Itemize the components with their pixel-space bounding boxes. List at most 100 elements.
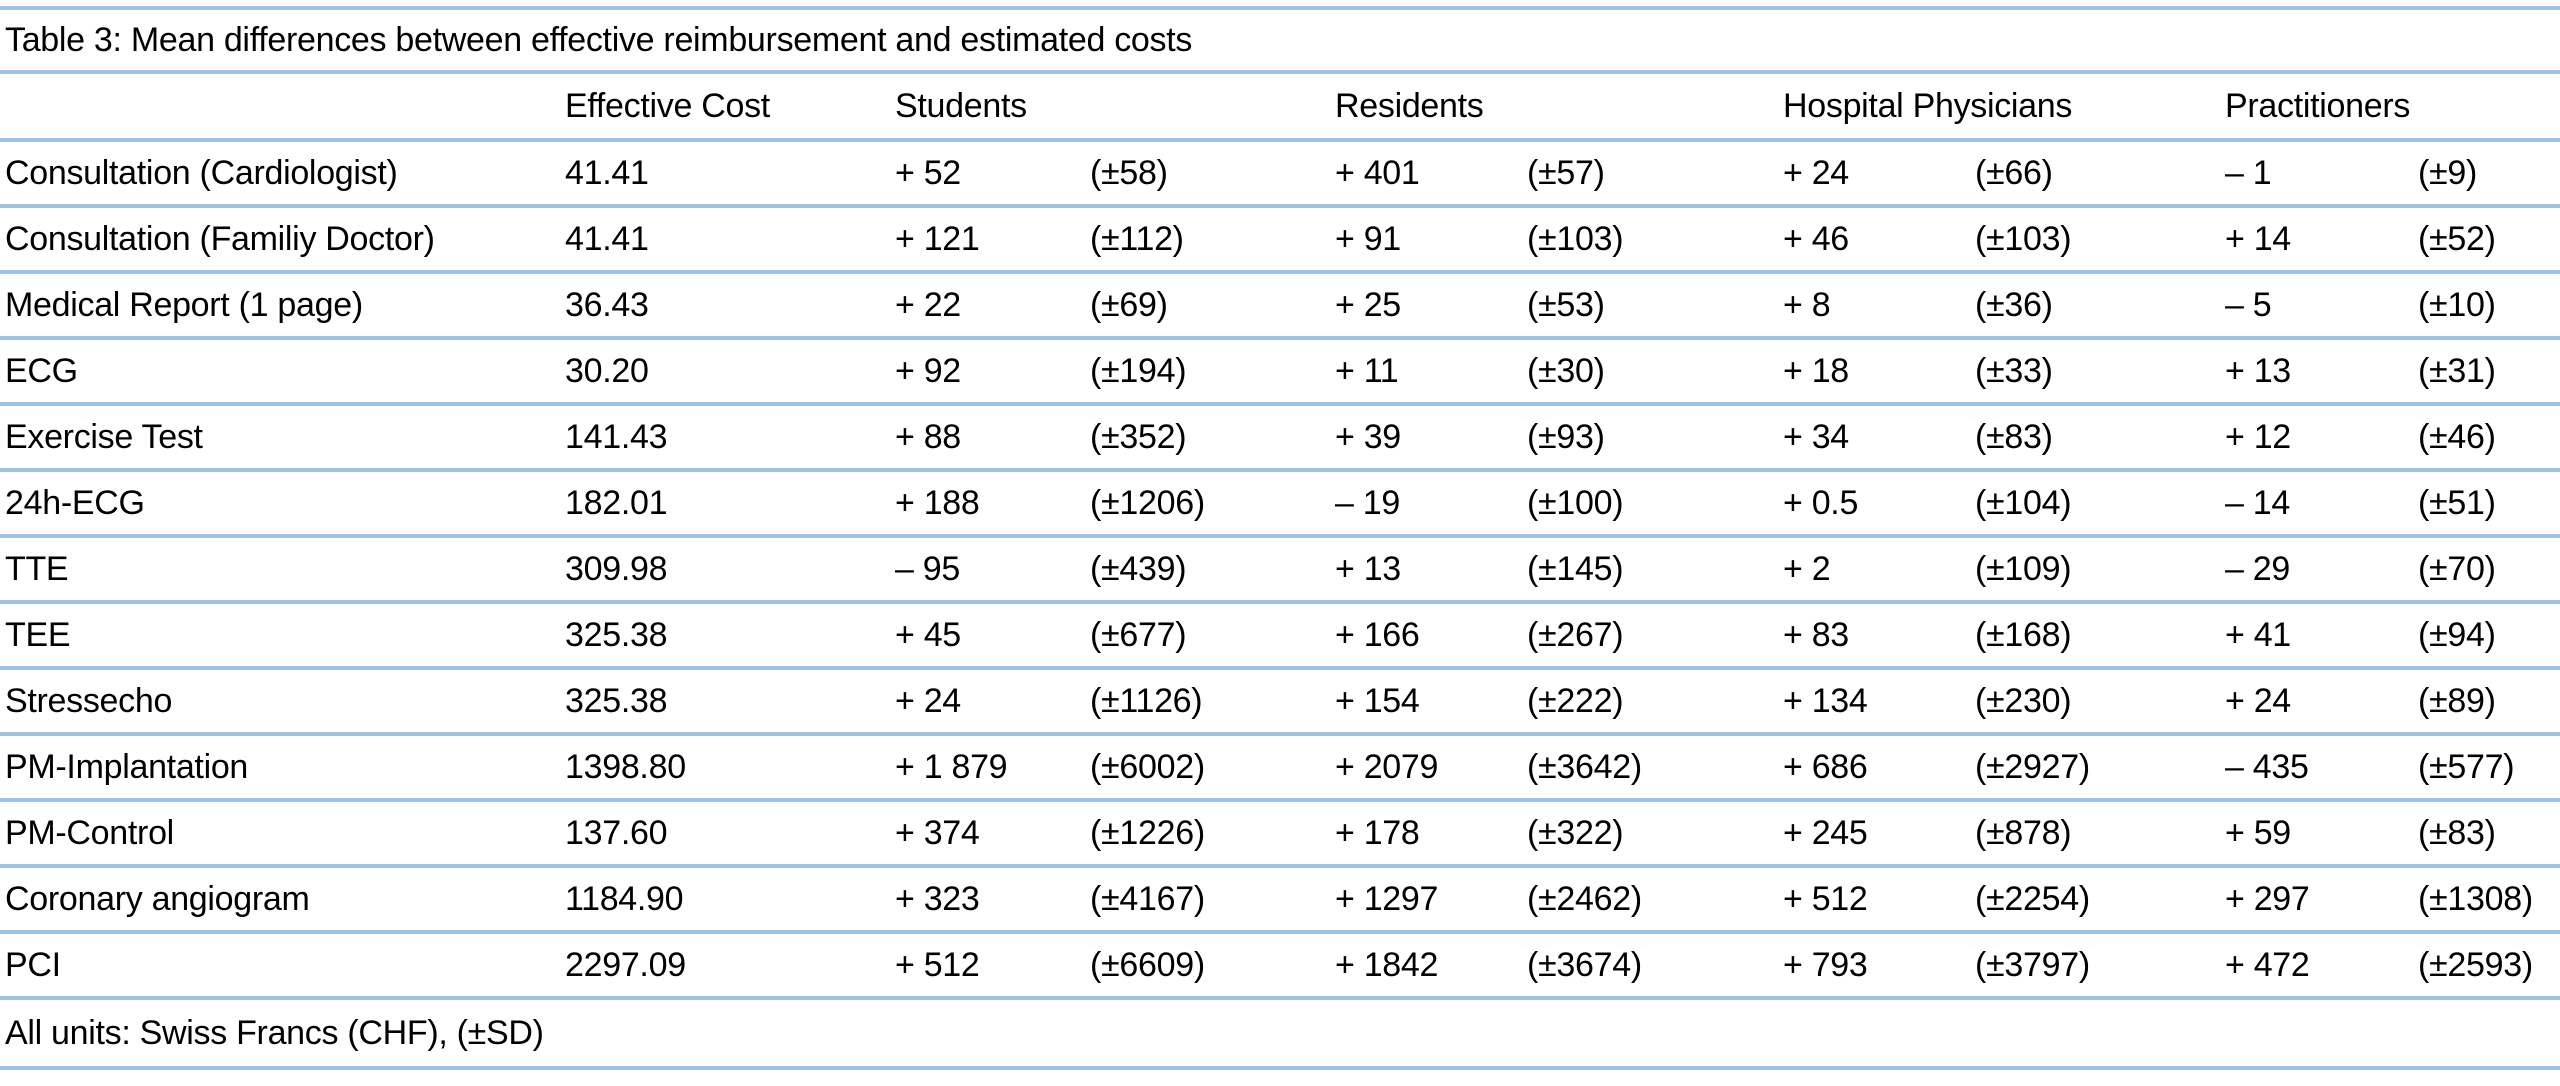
cell-residents-sd: (±145) [1527, 549, 1624, 588]
cell-hospital-sd: (±66) [1975, 153, 2053, 192]
cell-residents-mean: + 91 [1335, 219, 1401, 258]
cell-hospital-sd: (±3797) [1975, 945, 2090, 984]
cell-students-mean: + 92 [895, 351, 961, 390]
cell-hospital-sd: (±103) [1975, 219, 2072, 258]
cell-hospital-mean: + 18 [1783, 351, 1849, 390]
cell-residents-sd: (±57) [1527, 153, 1605, 192]
cell-practitioners-sd: (±2593) [2418, 945, 2533, 984]
cell-students-mean: – 95 [895, 549, 960, 588]
cell-residents-mean: – 19 [1335, 483, 1400, 522]
cell-hospital-sd: (±2254) [1975, 879, 2090, 918]
cell-practitioners-sd: (±83) [2418, 813, 2496, 852]
table-row: Coronary angiogram 1184.90 + 323 (±4167)… [0, 868, 2560, 934]
cell-practitioners-mean: + 472 [2225, 945, 2310, 984]
cell-hospital-mean: + 83 [1783, 615, 1849, 654]
cell-effective-cost: 41.41 [565, 219, 649, 258]
table-row: Medical Report (1 page) 36.43 + 22 (±69)… [0, 274, 2560, 340]
cell-residents-sd: (±222) [1527, 681, 1624, 720]
cell-practitioners-sd: (±31) [2418, 351, 2496, 390]
column-header-residents: Residents [1335, 86, 1484, 125]
row-label: 24h-ECG [5, 483, 145, 522]
cell-practitioners-mean: – 29 [2225, 549, 2290, 588]
table-row: TEE 325.38 + 45 (±677) + 166 (±267) + 83… [0, 604, 2560, 670]
cell-students-sd: (±6002) [1090, 747, 1205, 786]
cell-hospital-mean: + 0.5 [1783, 483, 1859, 522]
column-header-effective-cost: Effective Cost [565, 86, 770, 125]
row-label: TTE [5, 549, 69, 588]
row-label: Medical Report (1 page) [5, 285, 363, 324]
cell-residents-sd: (±2462) [1527, 879, 1642, 918]
cell-practitioners-mean: + 24 [2225, 681, 2291, 720]
cell-students-sd: (±439) [1090, 549, 1187, 588]
cell-practitioners-mean: + 297 [2225, 879, 2310, 918]
table-row: PM-Control 137.60 + 374 (±1226) + 178 (±… [0, 802, 2560, 868]
cell-residents-mean: + 154 [1335, 681, 1420, 720]
cell-hospital-mean: + 46 [1783, 219, 1849, 258]
cell-practitioners-mean: – 1 [2225, 153, 2272, 192]
row-label: TEE [5, 615, 71, 654]
table-row: TTE 309.98 – 95 (±439) + 13 (±145) + 2 (… [0, 538, 2560, 604]
cell-students-mean: + 88 [895, 417, 961, 456]
cell-residents-mean: + 11 [1335, 351, 1399, 390]
cell-effective-cost: 137.60 [565, 813, 668, 852]
cell-students-mean: + 374 [895, 813, 980, 852]
cell-hospital-mean: + 8 [1783, 285, 1831, 324]
cell-hospital-sd: (±878) [1975, 813, 2072, 852]
table3: Table 3: Mean differences between effect… [0, 6, 2560, 1070]
cell-hospital-mean: + 686 [1783, 747, 1868, 786]
table-row: Stressecho 325.38 + 24 (±1126) + 154 (±2… [0, 670, 2560, 736]
table-header-row: Effective Cost Students Residents Hospit… [0, 74, 2560, 142]
table-row: Consultation (Familiy Doctor) 41.41 + 12… [0, 208, 2560, 274]
cell-residents-sd: (±3674) [1527, 945, 1642, 984]
cell-residents-mean: + 25 [1335, 285, 1401, 324]
cell-practitioners-sd: (±577) [2418, 747, 2515, 786]
cell-students-sd: (±194) [1090, 351, 1187, 390]
cell-students-mean: + 188 [895, 483, 980, 522]
cell-students-sd: (±4167) [1090, 879, 1205, 918]
row-label: PM-Implantation [5, 747, 249, 786]
cell-practitioners-mean: – 14 [2225, 483, 2290, 522]
cell-practitioners-sd: (±70) [2418, 549, 2496, 588]
cell-students-mean: + 512 [895, 945, 980, 984]
cell-students-mean: + 24 [895, 681, 961, 720]
cell-residents-sd: (±100) [1527, 483, 1624, 522]
cell-students-mean: + 323 [895, 879, 980, 918]
cell-practitioners-sd: (±46) [2418, 417, 2496, 456]
column-header-practitioners: Practitioners [2225, 86, 2411, 125]
cell-effective-cost: 2297.09 [565, 945, 686, 984]
cell-effective-cost: 141.43 [565, 417, 668, 456]
cell-practitioners-mean: + 14 [2225, 219, 2291, 258]
cell-hospital-sd: (±104) [1975, 483, 2072, 522]
row-label: PM-Control [5, 813, 174, 852]
table-caption-row: Table 3: Mean differences between effect… [0, 10, 2560, 74]
cell-practitioners-sd: (±52) [2418, 219, 2496, 258]
row-label: PCI [5, 945, 61, 984]
cell-practitioners-mean: + 12 [2225, 417, 2291, 456]
cell-students-mean: + 22 [895, 285, 961, 324]
cell-hospital-sd: (±109) [1975, 549, 2072, 588]
table-row: PM-Implantation 1398.80 + 1 879 (±6002) … [0, 736, 2560, 802]
cell-residents-mean: + 13 [1335, 549, 1401, 588]
cell-practitioners-mean: – 5 [2225, 285, 2272, 324]
cell-residents-sd: (±93) [1527, 417, 1605, 456]
cell-effective-cost: 1398.80 [565, 747, 686, 786]
column-header-students: Students [895, 86, 1027, 125]
cell-effective-cost: 325.38 [565, 615, 668, 654]
cell-practitioners-sd: (±89) [2418, 681, 2496, 720]
cell-students-sd: (±69) [1090, 285, 1168, 324]
table-title: Table 3: Mean differences between effect… [5, 20, 1193, 59]
cell-students-mean: + 45 [895, 615, 961, 654]
cell-residents-sd: (±103) [1527, 219, 1624, 258]
cell-hospital-mean: + 245 [1783, 813, 1868, 852]
cell-hospital-sd: (±83) [1975, 417, 2053, 456]
column-header-hospital-physicians: Hospital Physicians [1783, 86, 2073, 125]
cell-residents-sd: (±322) [1527, 813, 1624, 852]
cell-hospital-sd: (±33) [1975, 351, 2053, 390]
cell-residents-sd: (±3642) [1527, 747, 1642, 786]
cell-residents-sd: (±30) [1527, 351, 1605, 390]
table-row: PCI 2297.09 + 512 (±6609) + 1842 (±3674)… [0, 934, 2560, 1000]
cell-residents-mean: + 2079 [1335, 747, 1439, 786]
cell-effective-cost: 309.98 [565, 549, 668, 588]
cell-students-mean: + 1 879 [895, 747, 1008, 786]
cell-hospital-sd: (±168) [1975, 615, 2072, 654]
